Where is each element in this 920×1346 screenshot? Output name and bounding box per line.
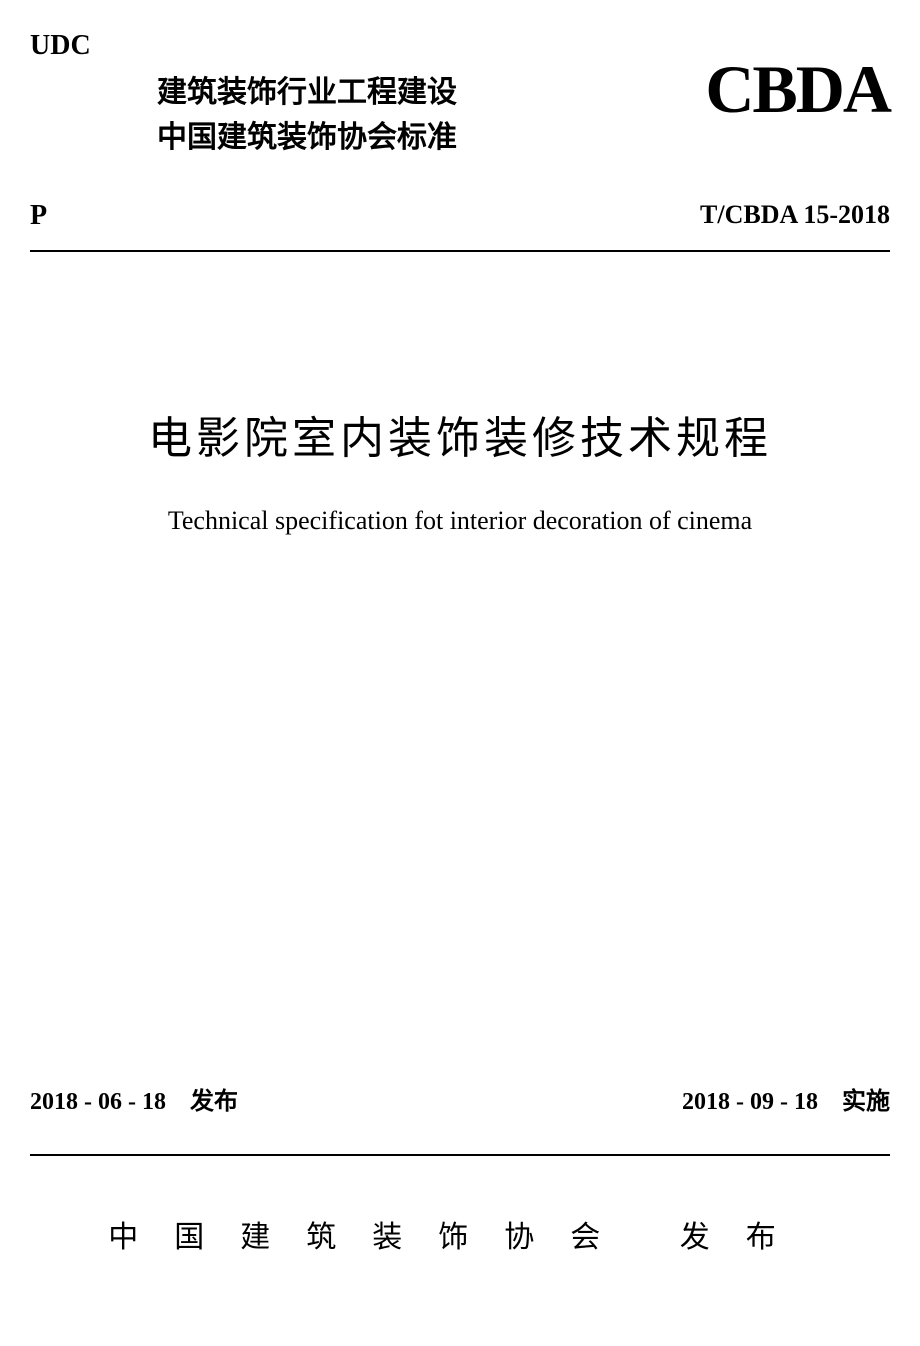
- p-label: P: [30, 200, 47, 232]
- publisher: 中国建筑装饰协会 发布: [30, 1212, 890, 1256]
- main-content: 电影院室内装饰装修技术规程 Technical specification fo…: [30, 402, 890, 536]
- udc-label: UDC: [30, 30, 91, 62]
- organization-title: 建筑装饰行业工程建设 中国建筑装饰协会标准: [157, 70, 457, 160]
- document-title-chinese: 电影院室内装饰装修技术规程: [30, 402, 890, 466]
- publish-label: 发布: [190, 1089, 238, 1115]
- publish-date-item: 2018 - 06 - 18 发布: [30, 1081, 238, 1116]
- implement-date-item: 2018 - 09 - 18 实施: [682, 1081, 890, 1116]
- implement-date: 2018 - 09 - 18: [682, 1089, 818, 1115]
- standard-code: T/CBDA 15-2018: [700, 200, 890, 230]
- implement-label: 实施: [842, 1089, 890, 1115]
- dates-section: 2018 - 06 - 18 发布 2018 - 09 - 18 实施: [30, 1081, 890, 1116]
- divider-bottom: [30, 1154, 890, 1156]
- publish-date: 2018 - 06 - 18: [30, 1089, 166, 1115]
- org-title-line2: 中国建筑装饰协会标准: [157, 115, 457, 160]
- header-section: UDC 建筑装饰行业工程建设 中国建筑装饰协会标准 CBDA P T/CBDA …: [30, 30, 890, 230]
- divider-top: [30, 250, 890, 252]
- cbda-logo: CBDA: [705, 50, 890, 129]
- document-title-english: Technical specification fot interior dec…: [30, 506, 890, 536]
- org-title-line1: 建筑装饰行业工程建设: [157, 70, 457, 115]
